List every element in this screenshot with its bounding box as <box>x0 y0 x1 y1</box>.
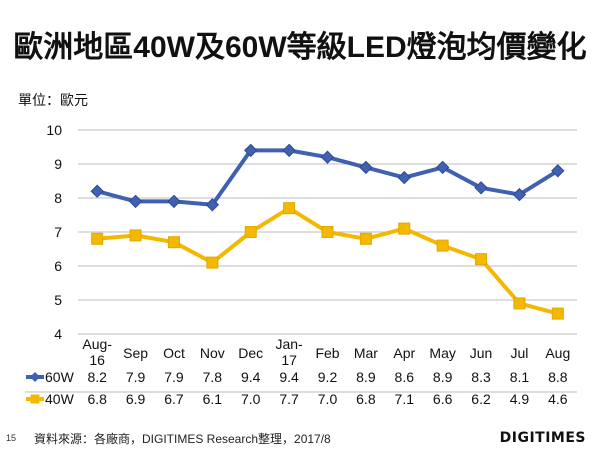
y-tick-label: 10 <box>46 122 62 138</box>
table-cell-value: 7.8 <box>203 369 223 385</box>
legend-marker-60W <box>30 372 40 382</box>
table-cell-value: 6.8 <box>87 391 107 407</box>
data-point-40W <box>283 202 296 215</box>
x-category-label: Sep <box>123 345 148 361</box>
series-line-40W <box>97 206 559 316</box>
data-point-40W <box>167 236 180 249</box>
table-cell-value: 9.4 <box>279 369 299 385</box>
table-cell-value: 4.6 <box>548 391 568 407</box>
data-point-60W <box>282 143 296 158</box>
table-cell-value: 6.1 <box>203 391 223 407</box>
table-cell-value: 7.0 <box>318 391 338 407</box>
y-tick-label: 6 <box>54 258 62 274</box>
x-category-label: Aug- <box>82 336 112 352</box>
x-category-label: May <box>429 345 455 361</box>
x-category-label: 17 <box>281 352 297 368</box>
data-point-40W <box>91 232 104 245</box>
x-category-label: Oct <box>163 345 185 361</box>
data-point-40W <box>129 229 142 242</box>
table-cell-value: 6.2 <box>471 391 491 407</box>
table-cell-value: 8.9 <box>356 369 376 385</box>
y-axis-ticks: 4 5 6 7 8 9 10 <box>46 122 62 342</box>
x-category-label: Dec <box>238 345 263 361</box>
unit-label: 單位：歐元 <box>18 92 88 108</box>
x-axis-categories: Aug-16 Sep Oct Nov Dec Jan-17 Feb Mar Apr May Jun J… <box>82 336 570 368</box>
data-point-60W <box>435 160 450 175</box>
data-point-40W <box>321 226 334 238</box>
data-point-40W <box>359 232 372 245</box>
data-point-60W <box>512 187 527 202</box>
data-point-60W <box>205 198 220 212</box>
data-point-40W <box>206 256 219 269</box>
table-cell-value: 8.3 <box>471 369 491 385</box>
page-number: 15 <box>6 433 17 443</box>
data-table: 60W 8.2 7.9 7.9 7.8 9.4 9.4 9.2 8.9 8.6 8.9 8.3 8.1 8… <box>25 369 577 407</box>
table-cell-value: 9.2 <box>318 369 338 385</box>
data-point-60W <box>397 170 411 185</box>
x-category-label: Jun <box>470 345 493 361</box>
data-point-40W <box>475 253 488 266</box>
data-point-60W <box>551 164 565 178</box>
y-tick-label: 7 <box>54 224 62 240</box>
gridlines <box>78 129 577 335</box>
y-tick-label: 5 <box>54 292 62 308</box>
chart-title: 歐洲地區40W及60W等級LED燈泡均價變化 <box>13 31 587 64</box>
table-cell-value: 4.9 <box>510 391 530 407</box>
x-category-label: Aug <box>545 345 570 361</box>
data-point-60W <box>474 181 488 195</box>
table-cell-value: 8.1 <box>510 369 530 385</box>
data-point-60W <box>128 194 143 209</box>
x-category-label: Jan- <box>275 336 303 352</box>
x-category-label: 16 <box>89 352 105 368</box>
digitimes-logo: DIGITIMES <box>499 430 586 446</box>
data-point-60W <box>359 160 373 175</box>
table-cell-value: 6.6 <box>433 391 453 407</box>
table-cell-value: 8.2 <box>87 369 107 385</box>
data-point-60W <box>244 143 258 158</box>
table-cell-value: 6.9 <box>126 391 146 407</box>
legend-label-40W: 40W <box>45 391 75 407</box>
data-point-60W <box>90 184 104 198</box>
x-category-label: Jul <box>510 345 528 361</box>
data-point-40W <box>436 239 449 252</box>
source-note: 資料來源：各廠商，DIGITIMES Research整理，2017/8 <box>34 432 331 446</box>
table-cell-value: 8.6 <box>395 369 415 385</box>
x-category-label: Nov <box>200 345 225 361</box>
y-tick-label: 4 <box>54 326 62 342</box>
table-cell-value: 7.7 <box>279 391 299 407</box>
table-cell-value: 7.9 <box>164 369 184 385</box>
data-point-40W <box>244 226 257 238</box>
data-point-60W <box>320 150 335 164</box>
table-cell-value: 7.0 <box>241 391 261 407</box>
table-cell-value: 8.8 <box>548 369 568 385</box>
y-tick-label: 9 <box>54 156 62 172</box>
data-point-40W <box>551 307 564 320</box>
x-category-label: Apr <box>393 345 415 361</box>
legend-label-60W: 60W <box>45 369 75 385</box>
data-point-40W <box>398 222 411 235</box>
legend-marker-40W <box>30 394 40 404</box>
table-cell-value: 6.8 <box>356 391 376 407</box>
series-markers <box>90 143 565 320</box>
x-category-label: Feb <box>315 345 339 361</box>
y-tick-label: 8 <box>54 190 62 206</box>
data-point-60W <box>167 194 181 209</box>
table-cell-value: 9.4 <box>241 369 261 385</box>
table-cell-value: 7.9 <box>126 369 146 385</box>
x-category-label: Mar <box>354 345 378 361</box>
table-cell-value: 8.9 <box>433 369 453 385</box>
table-cell-value: 6.7 <box>164 391 184 407</box>
table-cell-value: 7.1 <box>395 391 415 407</box>
data-point-40W <box>513 297 526 310</box>
